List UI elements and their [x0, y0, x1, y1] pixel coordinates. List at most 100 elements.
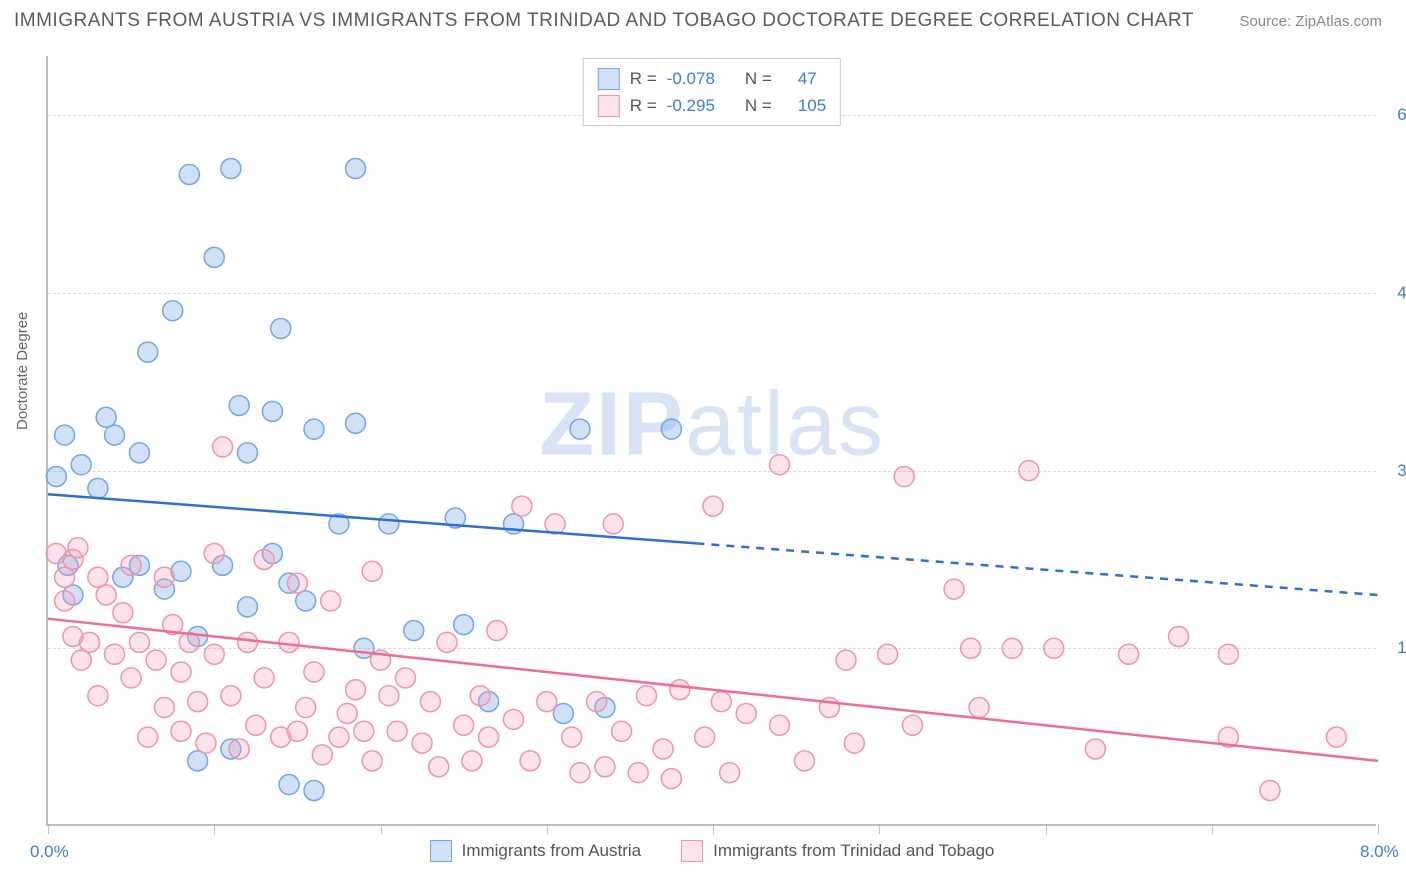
data-point — [661, 769, 681, 789]
data-point — [628, 763, 648, 783]
data-point — [794, 751, 814, 771]
data-point — [279, 632, 299, 652]
data-point — [254, 549, 274, 569]
data-point — [154, 698, 174, 718]
data-point — [80, 632, 100, 652]
data-point — [188, 692, 208, 712]
data-point — [129, 632, 149, 652]
data-point — [1169, 626, 1189, 646]
data-point — [304, 419, 324, 439]
data-point — [395, 668, 415, 688]
data-point — [129, 443, 149, 463]
data-point — [944, 579, 964, 599]
data-point — [1119, 644, 1139, 664]
y-tick-label: 6.0% — [1397, 105, 1406, 125]
data-point — [412, 733, 432, 753]
chart-title: IMMIGRANTS FROM AUSTRIA VS IMMIGRANTS FR… — [14, 10, 1194, 32]
data-point — [346, 413, 366, 433]
data-point — [296, 591, 316, 611]
data-point — [387, 721, 407, 741]
data-point — [204, 644, 224, 664]
x-tick — [879, 824, 880, 834]
data-point — [844, 733, 864, 753]
data-point — [1218, 644, 1238, 664]
data-point — [695, 727, 715, 747]
data-point — [537, 692, 557, 712]
data-point — [587, 692, 607, 712]
source-label: Source: ZipAtlas.com — [1239, 13, 1382, 30]
data-point — [1085, 739, 1105, 759]
legend-correlation: R = -0.078 N = 47 R = -0.295 N = 105 — [583, 58, 841, 126]
data-point — [711, 692, 731, 712]
data-point — [362, 561, 382, 581]
data-point — [487, 621, 507, 641]
data-point — [204, 544, 224, 564]
x-tick — [48, 824, 49, 834]
data-point — [570, 419, 590, 439]
data-point — [595, 757, 615, 777]
data-point — [196, 733, 216, 753]
regression-line — [48, 494, 696, 543]
data-point — [479, 727, 499, 747]
data-point — [88, 686, 108, 706]
data-point — [146, 650, 166, 670]
data-point — [520, 751, 540, 771]
data-point — [770, 715, 790, 735]
data-point — [221, 686, 241, 706]
data-point — [337, 703, 357, 723]
data-point — [279, 775, 299, 795]
data-point — [429, 757, 449, 777]
data-point — [238, 443, 258, 463]
data-point — [271, 318, 291, 338]
data-point — [55, 591, 75, 611]
x-tick — [381, 824, 382, 834]
data-point — [188, 751, 208, 771]
data-point — [96, 407, 116, 427]
y-tick-label: 4.5% — [1397, 283, 1406, 303]
data-point — [1019, 461, 1039, 481]
data-point — [454, 715, 474, 735]
data-point — [1326, 727, 1346, 747]
legend-row-austria: R = -0.078 N = 47 — [598, 65, 826, 92]
x-tick — [547, 824, 548, 834]
data-point — [612, 721, 632, 741]
data-point — [329, 727, 349, 747]
x-tick — [1046, 824, 1047, 834]
data-point — [238, 597, 258, 617]
legend-item-austria: Immigrants from Austria — [430, 840, 642, 862]
data-point — [346, 159, 366, 179]
legend-row-trinidad: R = -0.295 N = 105 — [598, 92, 826, 119]
data-point — [570, 763, 590, 783]
data-point — [287, 573, 307, 593]
data-point — [154, 567, 174, 587]
legend-series: Immigrants from Austria Immigrants from … — [48, 840, 1376, 862]
data-point — [379, 514, 399, 534]
data-point — [470, 686, 490, 706]
data-point — [961, 638, 981, 658]
data-point — [246, 715, 266, 735]
data-point — [71, 455, 91, 475]
data-point — [354, 721, 374, 741]
data-point — [304, 780, 324, 800]
data-point — [229, 395, 249, 415]
data-point — [504, 709, 524, 729]
data-point — [553, 703, 573, 723]
data-point — [437, 632, 457, 652]
data-point — [312, 745, 332, 765]
x-tick — [1212, 824, 1213, 834]
data-point — [179, 164, 199, 184]
swatch-trinidad — [598, 95, 620, 117]
data-point — [661, 419, 681, 439]
data-point — [354, 638, 374, 658]
data-point — [404, 621, 424, 641]
data-point — [163, 301, 183, 321]
y-tick-label: 3.0% — [1397, 461, 1406, 481]
data-point — [46, 467, 66, 487]
data-point — [88, 567, 108, 587]
swatch-trinidad-icon — [681, 840, 703, 862]
data-point — [420, 692, 440, 712]
data-point — [238, 632, 258, 652]
legend-item-trinidad: Immigrants from Trinidad and Tobago — [681, 840, 994, 862]
data-point — [138, 727, 158, 747]
data-point — [562, 727, 582, 747]
